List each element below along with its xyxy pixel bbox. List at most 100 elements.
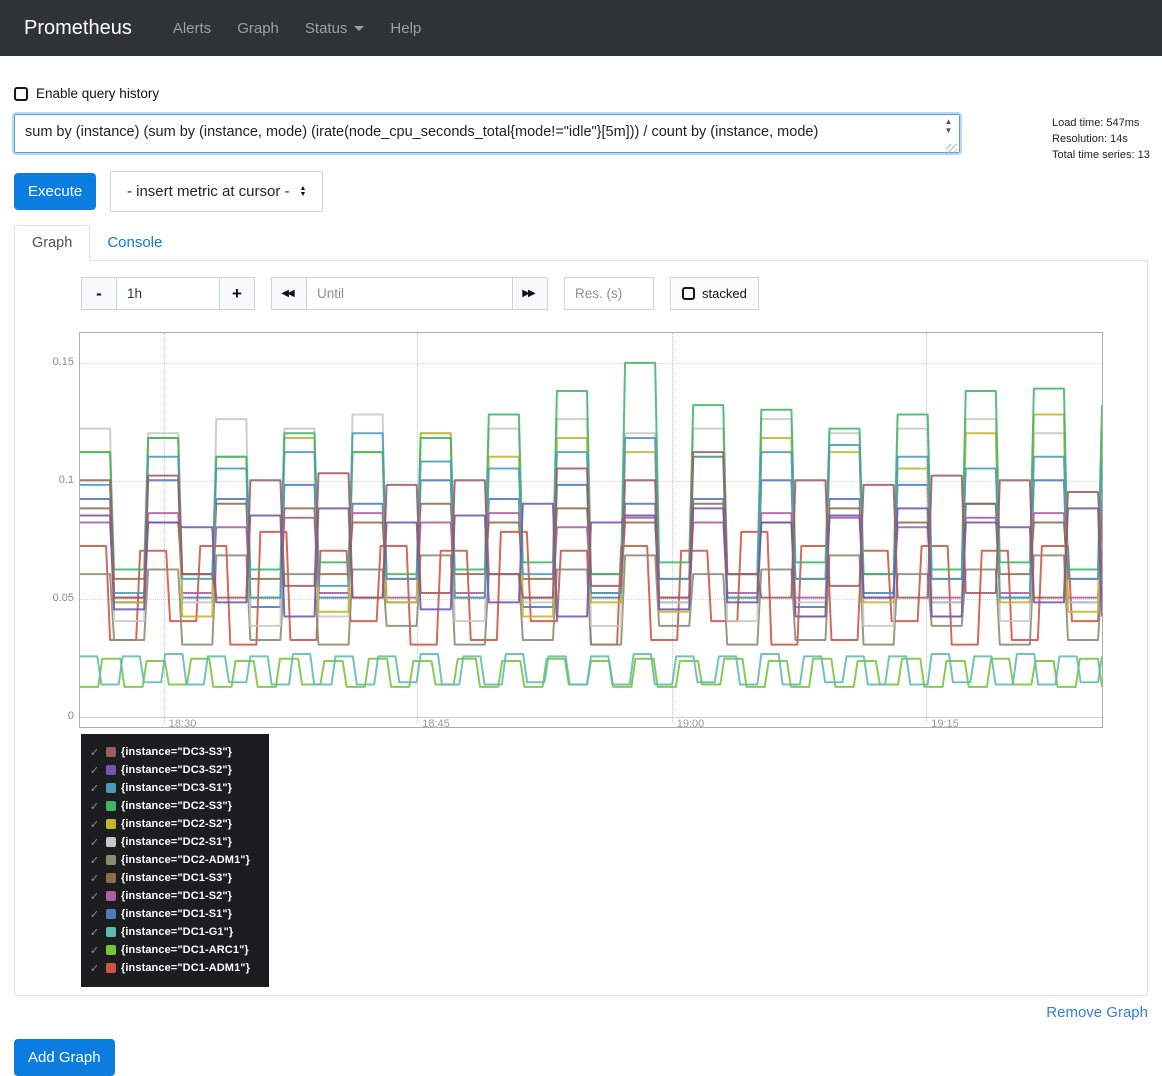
series-line bbox=[80, 452, 1102, 598]
legend-series-label: {instance="DC1-ADM1"} bbox=[121, 962, 250, 974]
legend-check-icon[interactable]: ✓ bbox=[89, 746, 100, 759]
fast-forward-icon: ▶▶ bbox=[522, 288, 535, 299]
legend-color-swatch bbox=[106, 909, 116, 919]
rewind-icon: ◀◀ bbox=[281, 288, 294, 299]
query-history-label: Enable query history bbox=[36, 86, 160, 101]
resolution-input[interactable] bbox=[564, 277, 654, 310]
query-stats: Load time: 547ms Resolution: 14s Total t… bbox=[1052, 115, 1150, 163]
legend-item[interactable]: ✓ {instance="DC2-ADM1"} bbox=[88, 851, 269, 869]
series-line bbox=[80, 504, 1102, 617]
stat-total-series: Total time series: 13 bbox=[1052, 149, 1150, 161]
legend-check-icon[interactable]: ✓ bbox=[89, 908, 100, 921]
stacked-checkbox[interactable] bbox=[682, 287, 695, 300]
legend-color-swatch bbox=[106, 945, 116, 955]
until-input[interactable] bbox=[307, 277, 512, 310]
gridline-vertical bbox=[163, 333, 165, 723]
tab-graph[interactable]: Graph bbox=[14, 225, 91, 261]
graph-controls: - + ◀◀ ▶▶ stacked bbox=[81, 277, 1103, 310]
legend-item[interactable]: ✓ {instance="DC3-S3"} bbox=[88, 743, 269, 761]
legend-check-icon[interactable]: ✓ bbox=[89, 836, 100, 849]
legend-check-icon[interactable]: ✓ bbox=[89, 818, 100, 831]
time-back-button[interactable]: ◀◀ bbox=[271, 277, 307, 310]
legend-check-icon[interactable]: ✓ bbox=[89, 944, 100, 957]
textarea-scrollbar[interactable]: ▲ ▼ bbox=[941, 117, 956, 135]
legend-item[interactable]: ✓ {instance="DC1-S2"} bbox=[88, 887, 269, 905]
legend-series-label: {instance="DC2-S3"} bbox=[121, 800, 233, 812]
time-forward-button[interactable]: ▶▶ bbox=[512, 277, 548, 310]
legend-item[interactable]: ✓ {instance="DC1-G1"} bbox=[88, 923, 269, 941]
range-input[interactable] bbox=[117, 277, 219, 310]
range-control-group: - + bbox=[81, 277, 255, 310]
gridline-horizontal bbox=[80, 362, 1102, 364]
legend-item[interactable]: ✓ {instance="DC1-S3"} bbox=[88, 869, 269, 887]
expression-input[interactable]: sum by (instance) (sum by (instance, mod… bbox=[12, 112, 962, 155]
legend-check-icon[interactable]: ✓ bbox=[89, 800, 100, 813]
resize-grip-icon[interactable] bbox=[946, 144, 957, 155]
range-increase-button[interactable]: + bbox=[219, 277, 255, 310]
legend-check-icon[interactable]: ✓ bbox=[89, 854, 100, 867]
nav-item-status[interactable]: Status bbox=[292, 12, 378, 45]
legend-item[interactable]: ✓ {instance="DC3-S1"} bbox=[88, 779, 269, 797]
x-axis-tick-label: 19:00 bbox=[676, 718, 705, 730]
stat-resolution: Resolution: 14s bbox=[1052, 133, 1128, 145]
nav-item-alerts[interactable]: Alerts bbox=[172, 19, 212, 37]
legend-item[interactable]: ✓ {instance="DC1-S1"} bbox=[88, 905, 269, 923]
query-history-checkbox[interactable] bbox=[14, 86, 28, 101]
legend-item[interactable]: ✓ {instance="DC1-ARC1"} bbox=[88, 941, 269, 959]
y-axis-tick-label: 0 bbox=[67, 710, 74, 722]
legend-check-icon[interactable]: ✓ bbox=[89, 764, 100, 777]
gridline-vertical bbox=[671, 333, 673, 723]
y-axis-tick-label: 0.15 bbox=[52, 355, 74, 368]
legend-item[interactable]: ✓ {instance="DC2-S3"} bbox=[88, 797, 269, 815]
legend-check-icon[interactable]: ✓ bbox=[89, 926, 100, 939]
series-line bbox=[80, 555, 1102, 644]
legend-series-label: {instance="DC1-S1"} bbox=[121, 908, 233, 920]
legend-color-swatch bbox=[106, 963, 116, 973]
range-decrease-button[interactable]: - bbox=[81, 277, 117, 310]
legend-series-label: {instance="DC1-S3"} bbox=[121, 872, 233, 884]
legend-item[interactable]: ✓ {instance="DC1-ADM1"} bbox=[88, 959, 269, 977]
series-line bbox=[80, 654, 1102, 685]
stacked-label: stacked bbox=[702, 286, 747, 301]
x-axis-tick-label: 19:15 bbox=[931, 718, 959, 730]
legend-check-icon[interactable]: ✓ bbox=[89, 890, 100, 903]
select-updown-icon: ▲ ▼ bbox=[299, 184, 307, 198]
legend-color-swatch bbox=[106, 801, 116, 811]
execute-row: Execute - insert metric at cursor - ▲ ▼ bbox=[14, 171, 1148, 212]
legend-color-swatch bbox=[106, 765, 116, 775]
legend-item[interactable]: ✓ {instance="DC2-S1"} bbox=[88, 833, 269, 851]
stacked-toggle[interactable]: stacked bbox=[670, 277, 759, 310]
tab-console[interactable]: Console bbox=[107, 234, 163, 251]
scroll-down-icon[interactable]: ▼ bbox=[944, 126, 953, 135]
scroll-up-icon[interactable]: ▲ bbox=[944, 117, 953, 126]
tabs: Graph Console bbox=[14, 225, 1148, 261]
legend-color-swatch bbox=[106, 783, 116, 793]
execute-button[interactable]: Execute bbox=[14, 173, 97, 210]
series-line bbox=[80, 433, 1102, 597]
chart-plot-area[interactable]: 0 0.05 0.1 0.15 18:30 18:45 19:00 19:15 bbox=[53, 332, 1103, 730]
graph-panel: - + ◀◀ ▶▶ stacked 0 0.05 0.1 0.15 18:30 18:45… bbox=[14, 261, 1148, 996]
legend-item[interactable]: ✓ {instance="DC3-S2"} bbox=[88, 761, 269, 779]
add-graph-button[interactable]: Add Graph bbox=[14, 1039, 115, 1076]
expression-input-wrap: sum by (instance) (sum by (instance, mod… bbox=[12, 112, 962, 158]
add-graph-row: Add Graph bbox=[14, 1039, 1148, 1076]
insert-metric-select-value: - insert metric at cursor - bbox=[126, 183, 290, 200]
query-history-row: Enable query history bbox=[14, 86, 1148, 101]
legend-item[interactable]: ✓ {instance="DC2-S2"} bbox=[88, 815, 269, 833]
chevron-down-icon bbox=[354, 25, 365, 31]
insert-metric-select[interactable]: - insert metric at cursor - ▲ ▼ bbox=[110, 171, 324, 212]
nav-item-graph[interactable]: Graph bbox=[237, 19, 279, 37]
legend-check-icon[interactable]: ✓ bbox=[89, 782, 100, 795]
legend-check-icon[interactable]: ✓ bbox=[89, 962, 100, 975]
nav-item-help[interactable]: Help bbox=[390, 19, 422, 37]
x-axis-line bbox=[80, 717, 1102, 718]
remove-graph-link[interactable]: Remove Graph bbox=[1046, 1004, 1148, 1021]
legend-check-icon[interactable]: ✓ bbox=[89, 872, 100, 885]
legend-color-swatch bbox=[106, 873, 116, 883]
legend-color-swatch bbox=[106, 891, 116, 901]
query-row: sum by (instance) (sum by (instance, mod… bbox=[12, 112, 1148, 158]
stat-load-time: Load time: 547ms bbox=[1052, 117, 1140, 129]
legend-series-label: {instance="DC1-G1"} bbox=[121, 926, 234, 938]
legend-series-label: {instance="DC2-S1"} bbox=[121, 836, 233, 848]
brand-prometheus[interactable]: Prometheus bbox=[24, 16, 132, 39]
